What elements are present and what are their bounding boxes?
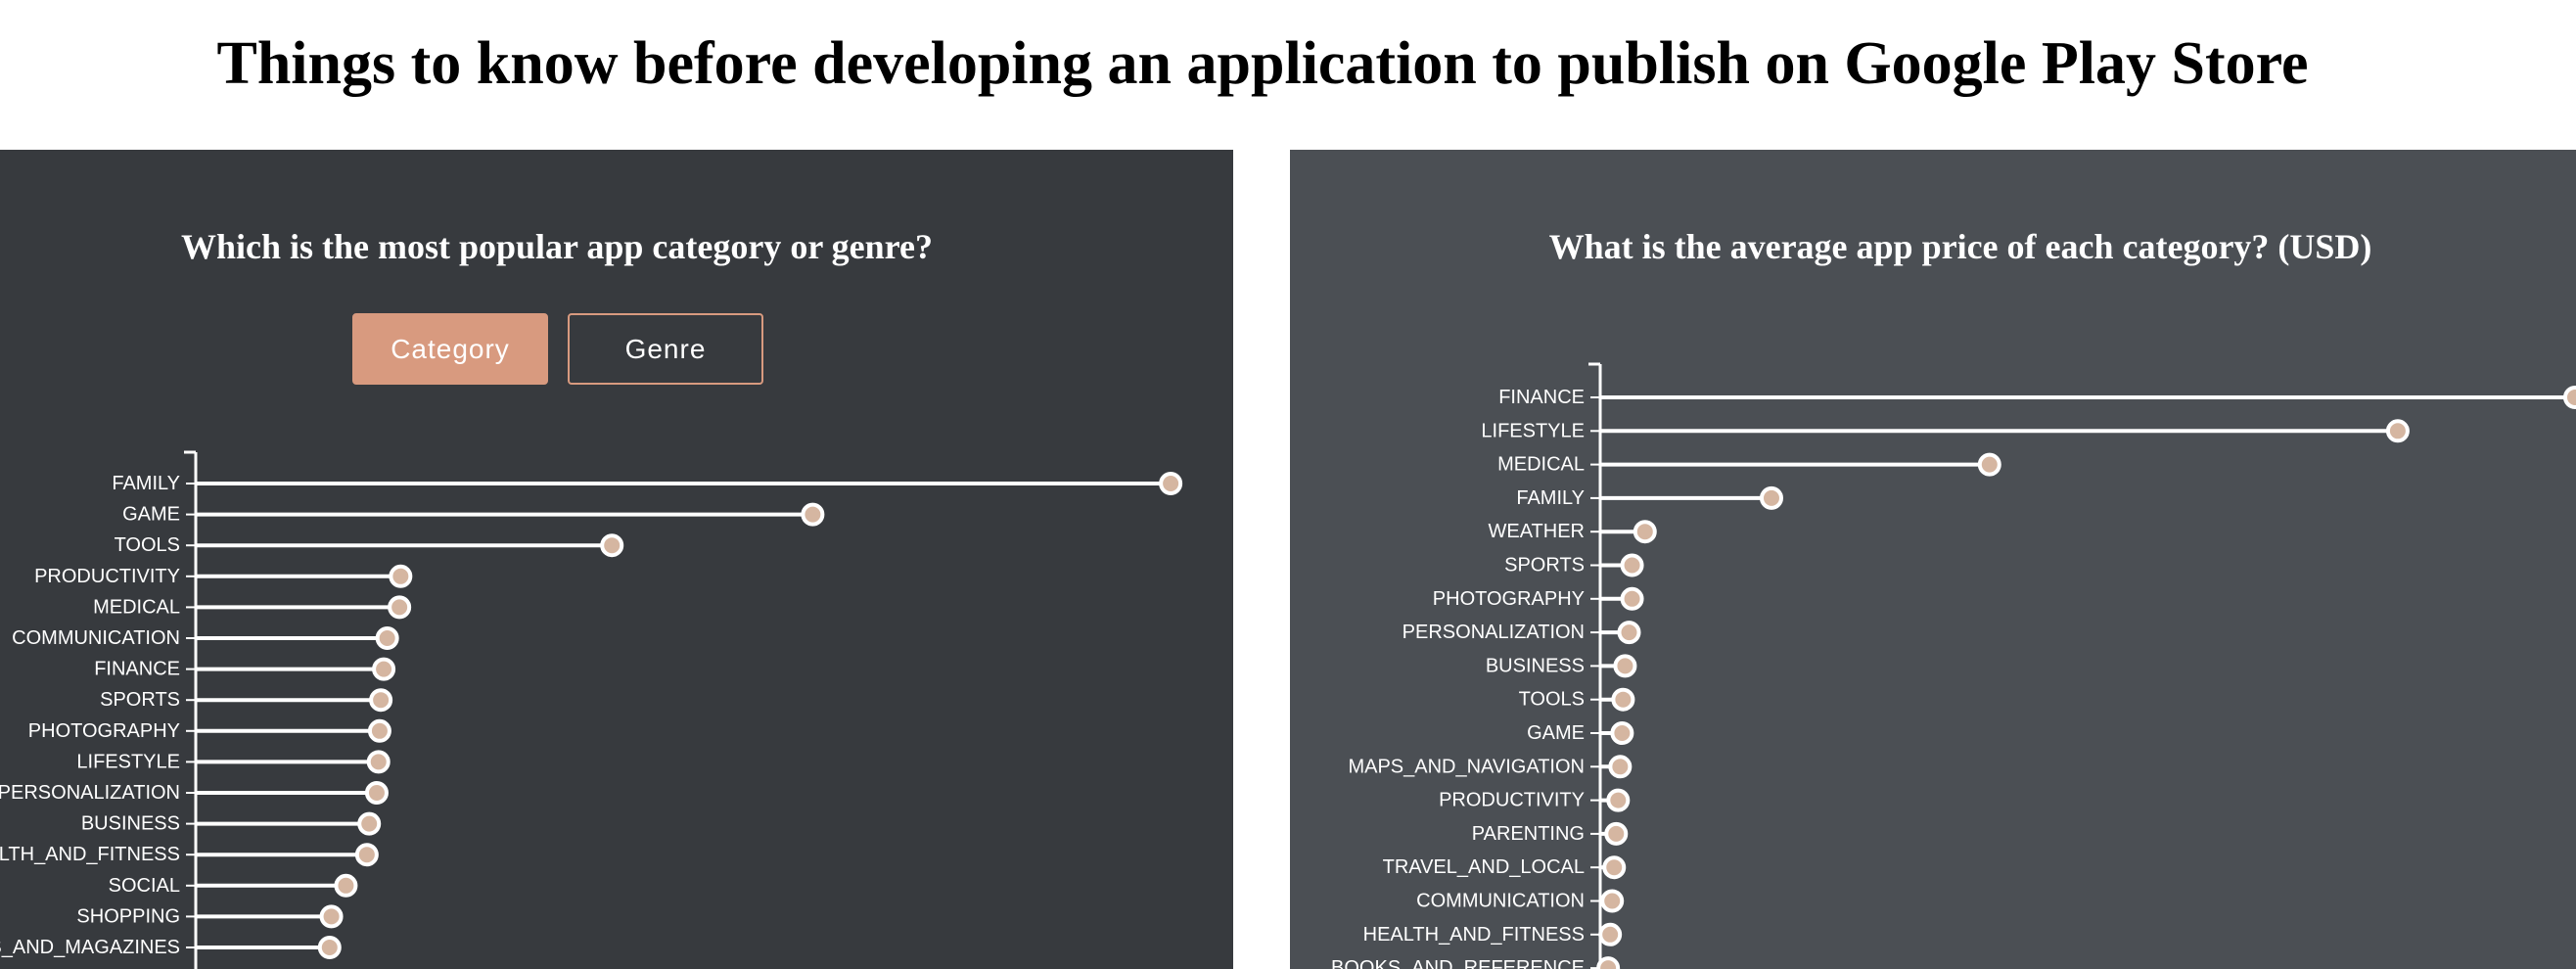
category-tick-label: PHOTOGRAPHY xyxy=(28,720,180,742)
category-tick-label: PRODUCTIVITY xyxy=(1439,790,1585,811)
category-tick-label: TOOLS xyxy=(115,534,180,556)
category-tick-label: BUSINESS xyxy=(81,813,180,835)
lollipop-dot[interactable] xyxy=(1602,855,1627,880)
lollipop-dot[interactable] xyxy=(369,688,393,713)
category-tick-label: COMMUNICATION xyxy=(1416,891,1585,912)
lollipop-dot[interactable] xyxy=(367,718,391,743)
lollipop-dot[interactable] xyxy=(1617,621,1641,645)
lollipop-dot[interactable] xyxy=(317,936,342,959)
lollipop-dot[interactable] xyxy=(1977,452,2001,477)
page-title: Things to know before developing an appl… xyxy=(216,30,2309,97)
category-tick-label: WEATHER xyxy=(1488,521,1585,542)
lollipop-dot[interactable] xyxy=(2562,386,2576,409)
average-price-panel: What is the average app price of each ca… xyxy=(1290,150,2576,969)
lollipop-dot[interactable] xyxy=(1604,821,1629,846)
category-tick-label: PHOTOGRAPHY xyxy=(1433,588,1585,610)
category-toggle-button[interactable]: Category xyxy=(352,313,548,385)
category-tick-label: SPORTS xyxy=(1504,555,1585,577)
lollipop-dot[interactable] xyxy=(1611,687,1635,712)
average-price-lollipop-chart: FINANCE LIFESTYLE MEDICAL FAMILY WEATHER SPOR… xyxy=(1331,362,2576,969)
lollipop-dot[interactable] xyxy=(1606,788,1631,812)
lollipop-dot[interactable] xyxy=(1159,472,1183,495)
lollipop-dot[interactable] xyxy=(375,626,399,650)
lollipop-dot[interactable] xyxy=(357,811,382,836)
category-tick-label: PRODUCTIVITY xyxy=(34,566,180,587)
lollipop-dot[interactable] xyxy=(1759,485,1783,510)
genre-toggle-button[interactable]: Genre xyxy=(568,313,763,385)
category-tick-label: FINANCE xyxy=(1498,387,1585,408)
lollipop-dot[interactable] xyxy=(1610,721,1634,745)
category-tick-label: SOCIAL xyxy=(109,875,180,897)
category-tick-label: LIFESTYLE xyxy=(1481,420,1585,441)
lollipop-dot[interactable] xyxy=(1613,654,1637,678)
category-tick-label: GAME xyxy=(122,504,180,526)
category-tick-label: TRAVEL_AND_LOCAL xyxy=(1383,856,1585,878)
category-tick-label: LIFESTYLE xyxy=(76,751,180,772)
category-tick-label: BUSINESS xyxy=(1486,655,1585,676)
category-tick-label: FAMILY xyxy=(1516,487,1585,509)
category-tick-label: GAME xyxy=(1527,722,1585,744)
lollipop-dot[interactable] xyxy=(364,781,389,805)
category-tick-label: FINANCE xyxy=(94,659,180,680)
category-tick-label: PARENTING xyxy=(1472,823,1585,845)
category-tick-label: HEALTH_AND_FITNESS xyxy=(1363,924,1585,946)
lollipop-dot[interactable] xyxy=(389,564,413,588)
category-tick-label: FAMILY xyxy=(112,473,180,494)
lollipop-dot[interactable] xyxy=(1608,755,1633,779)
lollipop-dot[interactable] xyxy=(1633,520,1657,544)
popular-category-lollipop-chart: FAMILY GAME TOOLS PRODUCTIVITY MEDICAL COMMUN… xyxy=(0,450,1183,969)
lollipop-dot[interactable] xyxy=(372,657,396,681)
popular-category-chart-title: Which is the most popular app category o… xyxy=(180,227,933,266)
lollipop-dot[interactable] xyxy=(2385,419,2410,443)
lollipop-dot[interactable] xyxy=(801,502,825,527)
average-price-chart-title: What is the average app price of each ca… xyxy=(1548,227,2372,266)
category-tick-label: HEALTH_AND_FITNESS xyxy=(0,844,180,865)
lollipop-dot[interactable] xyxy=(388,595,412,620)
category-tick-label: PERSONALIZATION xyxy=(1403,622,1585,643)
lollipop-dot[interactable] xyxy=(334,873,358,898)
category-tick-label: COMMUNICATION xyxy=(12,627,180,649)
lollipop-dot[interactable] xyxy=(600,533,624,558)
category-tick-label: SHOPPING xyxy=(76,905,180,927)
category-tick-label: PERSONALIZATION xyxy=(0,782,180,804)
category-tick-label: NEWS_AND_MAGAZINES xyxy=(0,937,180,958)
lollipop-dot[interactable] xyxy=(366,750,391,774)
lollipop-dot[interactable] xyxy=(1596,956,1621,969)
category-tick-label: BOOKS_AND_REFERENCE xyxy=(1331,957,1585,969)
lollipop-dot[interactable] xyxy=(319,904,344,929)
category-tick-label: TOOLS xyxy=(1519,689,1585,711)
lollipop-dot[interactable] xyxy=(1620,586,1644,611)
lollipop-dot[interactable] xyxy=(1600,889,1625,913)
category-tick-label: MAPS_AND_NAVIGATION xyxy=(1348,756,1585,777)
category-tick-label: MEDICAL xyxy=(1497,454,1585,476)
category-tick-label: MEDICAL xyxy=(93,596,180,618)
lollipop-dot[interactable] xyxy=(1620,553,1644,577)
category-tick-label: SPORTS xyxy=(100,689,180,711)
lollipop-dot[interactable] xyxy=(354,843,379,867)
popular-category-panel: Which is the most popular app category o… xyxy=(0,150,1233,969)
lollipop-dot[interactable] xyxy=(1598,922,1623,946)
